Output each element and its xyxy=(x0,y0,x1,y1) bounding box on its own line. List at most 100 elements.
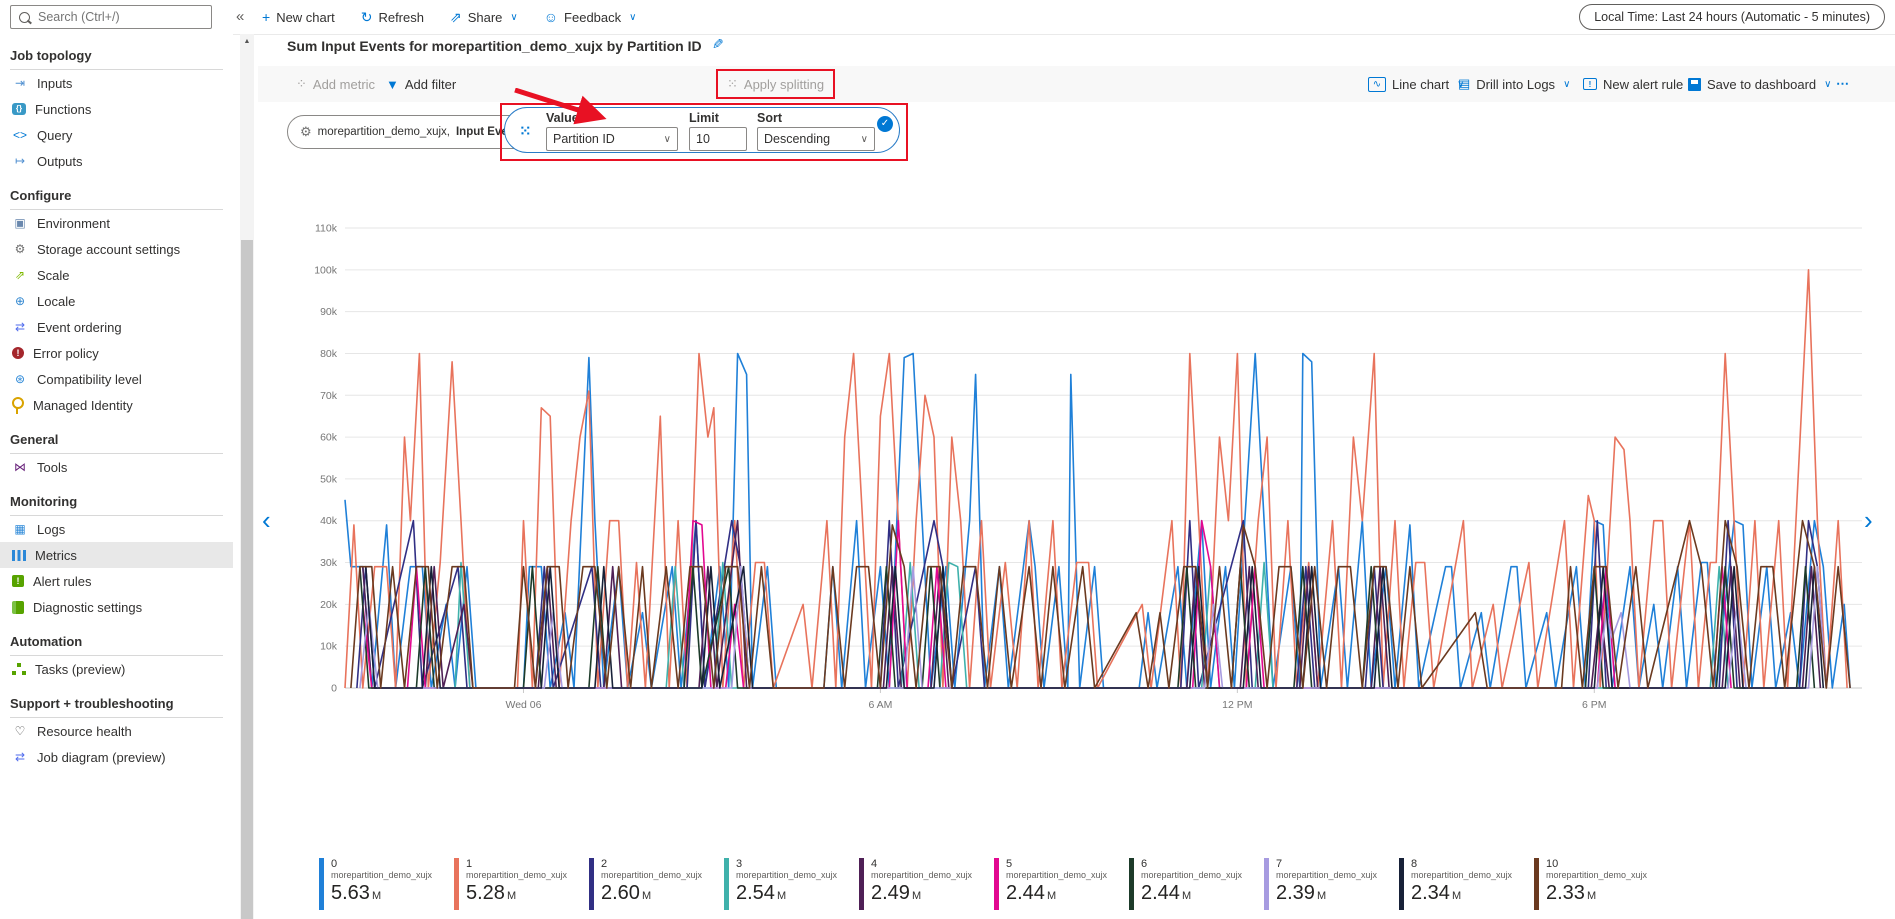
drill-into-logs-button[interactable]: ▤ Drill into Logs ∨ xyxy=(1458,76,1571,92)
sidebar-item-outputs[interactable]: ↦ Outputs xyxy=(0,148,233,174)
legend-total-value: 2.49 M xyxy=(871,882,922,904)
sidebar-item-label: Storage account settings xyxy=(37,241,181,257)
legend-partition-id: 4 xyxy=(871,858,878,870)
chart-legend: 0 morepartition_demo_xujx 5.63 M 1 morepartit… xyxy=(319,858,1669,910)
sidebar-item-tasks-preview[interactable]: Tasks (preview) xyxy=(0,656,233,682)
more-options-button[interactable]: ⋯ xyxy=(1836,76,1849,91)
sidebar-item-environment[interactable]: ▣ Environment xyxy=(0,210,233,236)
sidebar-item-label: Scale xyxy=(37,267,70,283)
new-alert-rule-button[interactable]: ! New alert rule xyxy=(1583,66,1683,102)
chart-page-left-chevron[interactable]: ‹ xyxy=(262,505,271,535)
y-axis-tick-label: 40k xyxy=(320,515,338,527)
search-icon xyxy=(19,11,30,23)
sidebar-item-managed-identity[interactable]: Managed Identity xyxy=(0,392,233,418)
y-axis-tick-label: 50k xyxy=(320,473,338,485)
search-field[interactable] xyxy=(36,9,211,25)
save-icon xyxy=(1688,77,1701,91)
search-input[interactable] xyxy=(10,5,212,29)
legend-item-7[interactable]: 7 morepartition_demo_xujx 2.39 M xyxy=(1264,858,1399,910)
legend-item-3[interactable]: 3 morepartition_demo_xujx 2.54 M xyxy=(724,858,859,910)
legend-unit: M xyxy=(1046,890,1057,902)
feedback-button[interactable]: ☺ Feedback ∨ xyxy=(544,9,637,25)
legend-item-10[interactable]: 10 morepartition_demo_xujx 2.33 M xyxy=(1534,858,1669,910)
y-axis-tick-label: 110k xyxy=(315,223,338,235)
legend-resource-name: morepartition_demo_xujx xyxy=(331,870,433,880)
sidebar-item-diagnostic-settings[interactable]: Diagnostic settings xyxy=(0,594,233,620)
x-axis-tick-label: 6 PM xyxy=(1582,699,1607,711)
legend-unit: M xyxy=(1316,890,1327,902)
sidebar-item-locale[interactable]: ⊕ Locale xyxy=(0,288,233,314)
legend-total-value: 2.44 M xyxy=(1141,882,1192,904)
share-label: Share xyxy=(467,9,503,25)
sidebar-item-event-ordering[interactable]: ⇄ Event ordering xyxy=(0,314,233,340)
sidebar-section-header: Monitoring xyxy=(10,494,78,509)
legend-item-5[interactable]: 5 morepartition_demo_xujx 2.44 M xyxy=(994,858,1129,910)
legend-item-4[interactable]: 4 morepartition_demo_xujx 2.49 M xyxy=(859,858,994,910)
legend-color-bar xyxy=(1534,858,1539,910)
new-chart-icon: + xyxy=(262,9,271,25)
refresh-button[interactable]: ↻ Refresh xyxy=(361,9,424,26)
metrics-chart[interactable]: 0 10k 20k 30k 40k 50k 60k 70k 80k 90k 100k 110k Wed … xyxy=(255,170,1895,730)
legend-partition-id: 5 xyxy=(1006,858,1013,870)
y-axis-tick-label: 30k xyxy=(320,557,338,569)
sidebar-item-functions[interactable]: {} Functions xyxy=(0,96,233,122)
share-button[interactable]: ⇗ Share ∨ xyxy=(450,9,518,26)
sidebar-item-compatibility-level[interactable]: ⊛ Compatibility level xyxy=(0,366,233,392)
resource-health-icon: ♡ xyxy=(14,724,26,738)
apply-split-check-button[interactable]: ✓ xyxy=(877,116,893,132)
legend-item-2[interactable]: 2 morepartition_demo_xujx 2.60 M xyxy=(589,858,724,910)
sidebar-item-label: Tools xyxy=(37,459,68,475)
values-dropdown[interactable]: Partition ID ∨ xyxy=(546,127,678,151)
refresh-label: Refresh xyxy=(378,9,424,25)
collapse-sidebar-button[interactable]: « xyxy=(236,8,245,25)
legend-color-bar xyxy=(1264,858,1269,910)
chart-page-right-chevron[interactable]: › xyxy=(1864,505,1873,535)
sidebar-item-scale[interactable]: ⇗ Scale xyxy=(0,262,233,288)
legend-unit: M xyxy=(641,890,652,902)
sidebar-item-metrics[interactable]: Metrics xyxy=(0,542,233,568)
sidebar-section-header: Configure xyxy=(10,188,72,203)
line-chart-canvas[interactable]: 0 10k 20k 30k 40k 50k 60k 70k 80k 90k 100k 110k Wed … xyxy=(255,170,1895,730)
scrollbar-up-arrow-icon[interactable]: ▲ xyxy=(243,38,251,45)
sidebar-item-logs[interactable]: ▦ Logs xyxy=(0,516,233,542)
sidebar-item-query[interactable]: <> Query xyxy=(0,122,233,148)
sidebar-item-job-diagram-preview[interactable]: ⇄ Job diagram (preview) xyxy=(0,744,233,770)
time-range-picker[interactable]: Local Time: Last 24 hours (Automatic - 5… xyxy=(1579,4,1885,30)
tasks-icon xyxy=(12,662,26,676)
legend-item-1[interactable]: 1 morepartition_demo_xujx 5.28 M xyxy=(454,858,589,910)
legend-total-value: 2.34 M xyxy=(1411,882,1462,904)
vertical-scrollbar[interactable]: ▲ xyxy=(240,34,254,919)
sort-dropdown[interactable]: Descending ∨ xyxy=(757,127,875,151)
sidebar-item-alert-rules[interactable]: ! Alert rules xyxy=(0,568,233,594)
new-chart-button[interactable]: + New chart xyxy=(262,9,335,25)
y-axis-tick-label: 100k xyxy=(314,264,338,276)
legend-item-6[interactable]: 6 morepartition_demo_xujx 2.44 M xyxy=(1129,858,1264,910)
sidebar-item-tools[interactable]: ⋈ Tools xyxy=(0,454,233,480)
add-filter-button[interactable]: ▼ Add filter xyxy=(386,76,457,92)
legend-item-8[interactable]: 8 morepartition_demo_xujx 2.34 M xyxy=(1399,858,1534,910)
save-to-dashboard-button[interactable]: Save to dashboard ∨ xyxy=(1688,66,1831,102)
legend-partition-id: 3 xyxy=(736,858,743,870)
legend-unit: M xyxy=(1181,890,1192,902)
sidebar-item-label: Managed Identity xyxy=(33,397,133,413)
legend-item-0[interactable]: 0 morepartition_demo_xujx 5.63 M xyxy=(319,858,454,910)
legend-unit: M xyxy=(776,890,787,902)
edit-title-pencil-icon[interactable]: ✎ xyxy=(712,36,724,52)
series-line-1[interactable] xyxy=(344,269,1848,689)
limit-input[interactable]: 10 xyxy=(689,127,747,151)
values-label: Values xyxy=(546,111,586,125)
splitting-icon: ⁙ xyxy=(519,123,533,140)
series-line-10[interactable] xyxy=(350,519,1851,689)
chart-type-selector[interactable]: ∿ Line chart ∨ xyxy=(1368,66,1464,102)
sidebar-item-label: Inputs xyxy=(37,75,73,91)
chevron-down-icon: ∨ xyxy=(629,11,637,23)
sidebar-item-error-policy[interactable]: ! Error policy xyxy=(0,340,233,366)
sidebar-item-inputs[interactable]: ⇥ Inputs xyxy=(0,70,233,96)
scrollbar-thumb[interactable] xyxy=(241,240,253,919)
sidebar-item-storage-account-settings[interactable]: ⚙ Storage account settings xyxy=(0,236,233,262)
event-ordering-icon: ⇄ xyxy=(14,320,26,334)
x-axis-tick-label: 12 PM xyxy=(1222,699,1252,711)
legend-total-value: 2.33 M xyxy=(1546,882,1597,904)
sidebar-item-resource-health[interactable]: ♡ Resource health xyxy=(0,718,233,744)
chevron-down-icon: ∨ xyxy=(1824,78,1832,90)
